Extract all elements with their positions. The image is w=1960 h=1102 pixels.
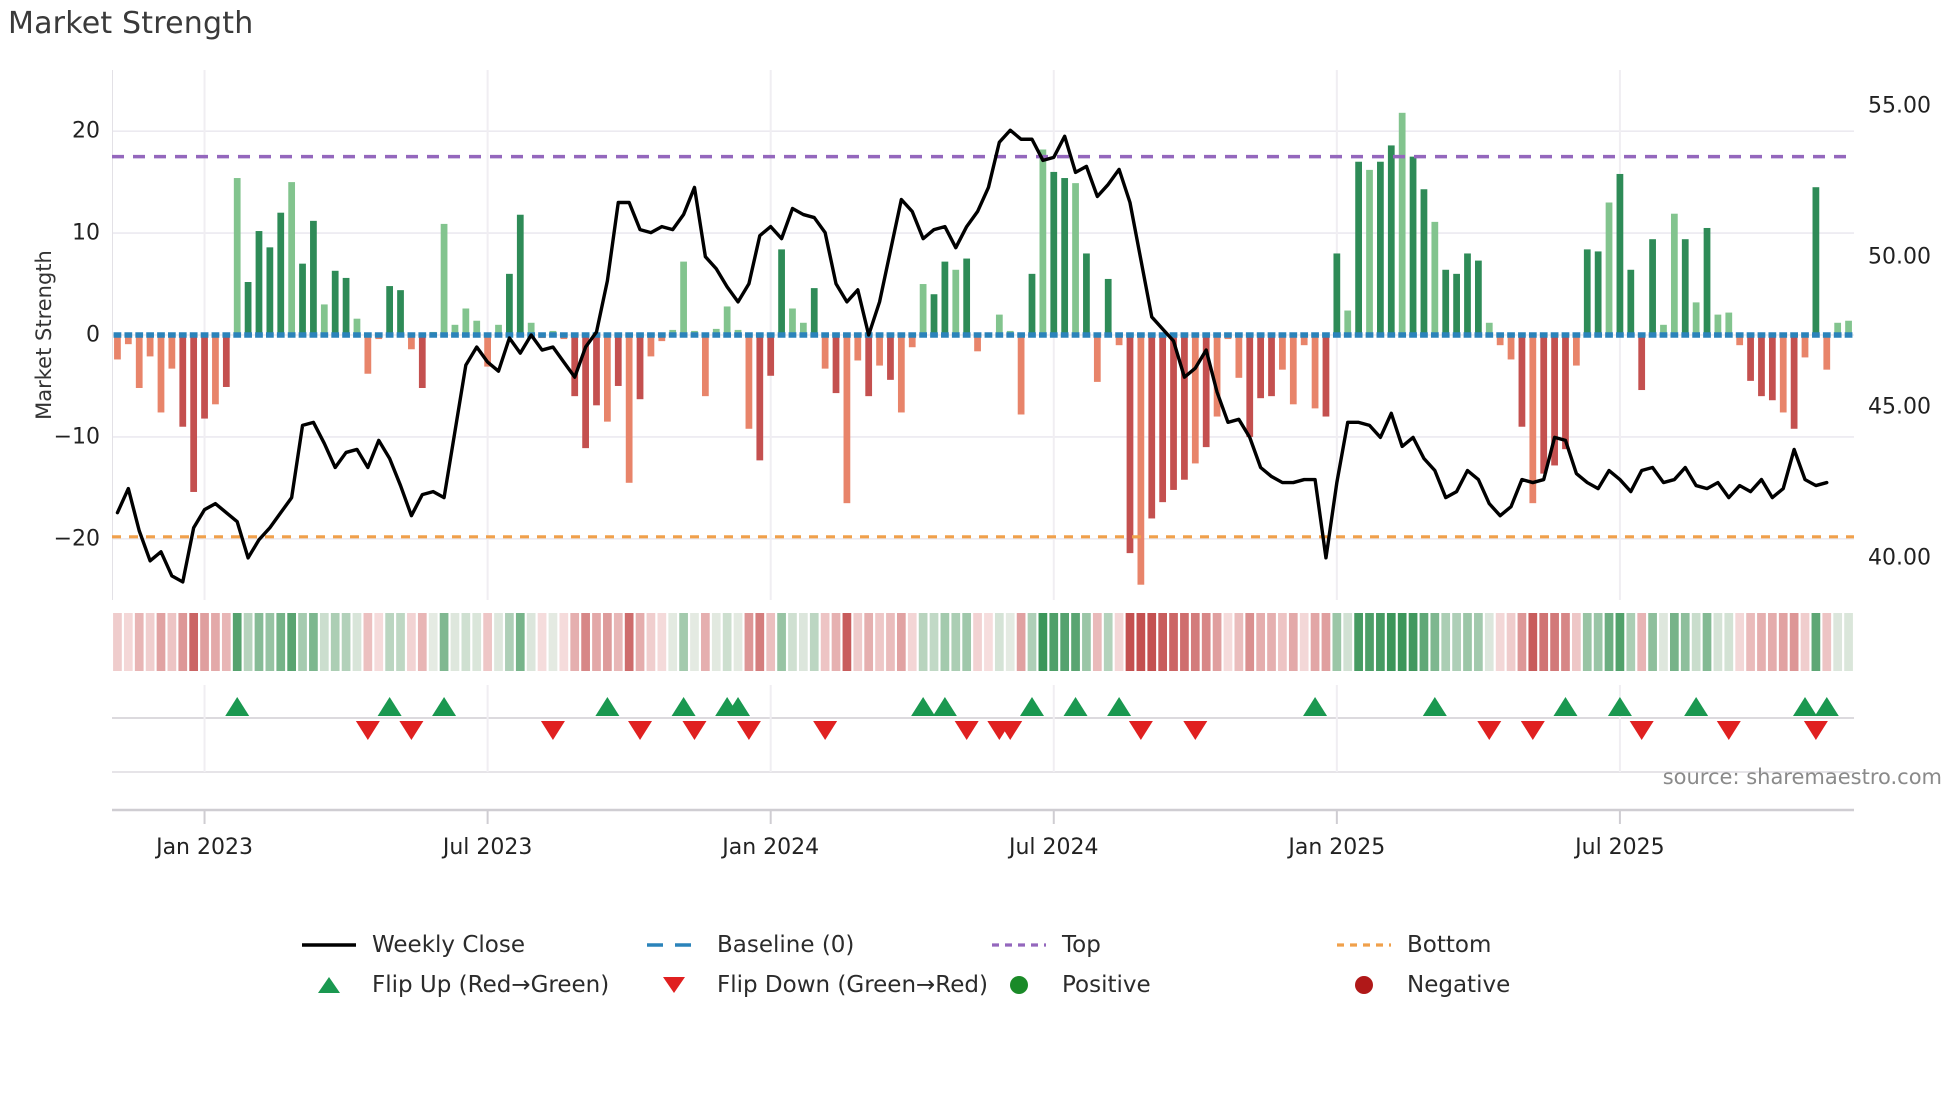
y-axis-left-tick: −10 [53,424,100,450]
flip-up-marker [1814,697,1839,716]
flip-down-marker [954,721,979,740]
flip-down-marker [998,721,1023,740]
flip-up-marker [1303,697,1328,716]
dotted-line-icon [1335,934,1393,956]
flip-up-marker [1553,697,1578,716]
plot-canvas [112,70,1854,600]
legend-label: Positive [1062,972,1151,998]
flip-down-marker [1803,721,1828,740]
y-axis-right-tick: 40.00 [1868,545,1931,571]
flip-up-marker [932,697,957,716]
flip-down-marker [1128,721,1153,740]
flip-up-marker [911,697,936,716]
flip-up-marker [432,697,457,716]
x-axis-tick-label: Jan 2025 [1288,835,1386,860]
y-axis-left-label: Market Strength [32,250,56,420]
flip-up-marker [671,697,696,716]
legend-label: Bottom [1407,932,1492,958]
flip-up-marker [225,697,250,716]
flip-up-marker [1019,697,1044,716]
flip-marker-band [112,685,1854,750]
flip-up-marker [1063,697,1088,716]
legend-label: Top [1062,932,1101,958]
solid-line-icon [300,934,358,956]
flip-down-marker [399,721,424,740]
flip-down-marker [813,721,838,740]
legend-label: Weekly Close [372,932,525,958]
flip-down-marker [355,721,380,740]
flip-down-marker [628,721,653,740]
legend-negative[interactable]: Negative [1335,972,1680,998]
y-axis-right-tick: 45.00 [1868,394,1931,420]
x-axis-tick-label: Jul 2025 [1575,835,1665,860]
flip-up-marker [377,697,402,716]
chart-legend: Weekly Close Baseline (0) Top Bottom Flip Up… [300,925,1680,1005]
y-axis-right-tick: 50.00 [1868,244,1931,270]
flip-down-marker [1183,721,1208,740]
legend-baseline[interactable]: Baseline (0) [645,932,990,958]
flip-up-marker [595,697,620,716]
y-axis-left-tick: 0 [86,322,100,348]
flip-down-marker [1477,721,1502,740]
legend-flip-down[interactable]: Flip Down (Green→Red) [645,972,990,998]
circle-icon [1335,974,1393,996]
legend-positive[interactable]: Positive [990,972,1335,998]
x-axis-tick-label: Jan 2024 [722,835,820,860]
flip-up-marker [1422,697,1447,716]
source-note: source: sharemaestro.com [1662,765,1942,789]
flip-up-marker [1684,697,1709,716]
y-axis-right-tick: 55.00 [1868,93,1931,119]
y-axis-left-tick: 10 [72,220,100,246]
triangle-up-icon [300,974,358,996]
page-title: Market Strength [8,6,254,41]
x-axis-tick-label: Jan 2023 [156,835,253,860]
dotted-line-icon [990,934,1048,956]
flip-down-marker [540,721,565,740]
triangle-down-icon [645,974,703,996]
legend-top[interactable]: Top [990,932,1335,958]
flip-down-marker [682,721,707,740]
circle-icon [990,974,1048,996]
y-axis-left-tick: −20 [53,526,100,552]
flip-up-marker [1607,697,1632,716]
legend-flip-up[interactable]: Flip Up (Red→Green) [300,972,645,998]
flip-up-marker [1107,697,1132,716]
flip-up-marker [1793,697,1818,716]
legend-bottom[interactable]: Bottom [1335,932,1680,958]
y-axis-left-tick: 20 [72,118,100,144]
x-axis-tick-label: Jul 2024 [1009,835,1099,860]
flip-down-marker [1629,721,1654,740]
flip-down-marker [1716,721,1741,740]
legend-label: Negative [1407,972,1511,998]
flip-down-marker [1520,721,1545,740]
flip-up-marker [726,697,751,716]
strength-heat-strip [112,613,1854,671]
dashed-line-icon [645,934,703,956]
x-axis-tick-label: Jul 2023 [442,835,533,860]
legend-label: Flip Down (Green→Red) [717,972,988,998]
legend-label: Baseline (0) [717,932,855,958]
main-plot: Market Strength Weekly Close Price 20100… [32,70,1931,600]
flip-down-marker [736,721,761,740]
legend-weekly-close[interactable]: Weekly Close [300,932,645,958]
x-axis-band [112,750,1854,860]
legend-label: Flip Up (Red→Green) [372,972,610,998]
